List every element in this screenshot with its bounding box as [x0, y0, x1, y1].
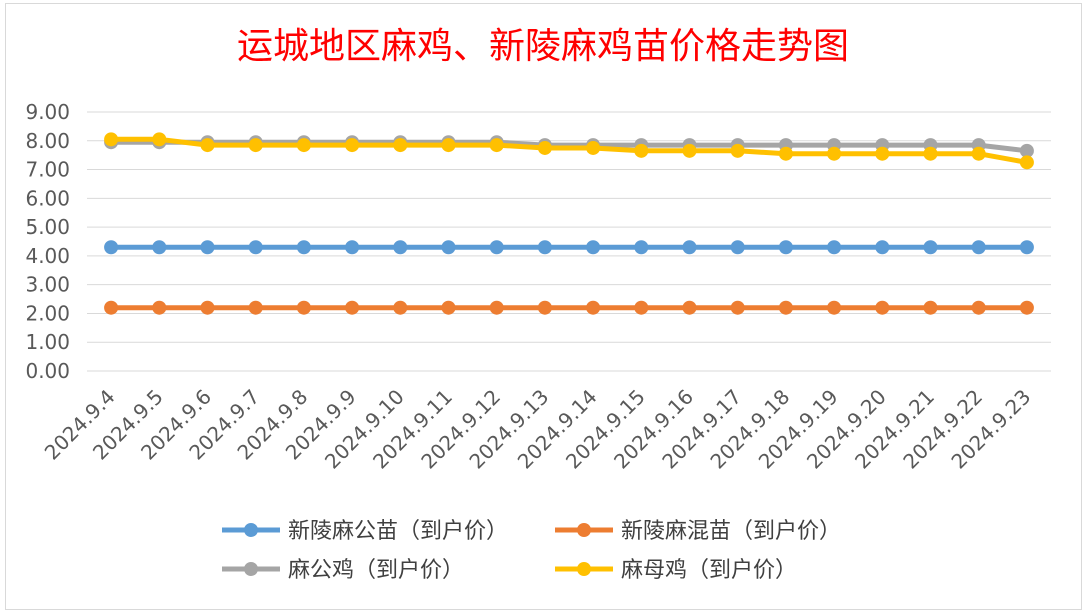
series-group	[104, 132, 1034, 315]
data-point	[248, 138, 263, 153]
data-point	[1019, 143, 1034, 158]
series-2	[104, 300, 1034, 315]
chart-title: 运城地区麻鸡、新陵麻鸡苗价格走势图	[237, 26, 849, 67]
data-point	[296, 138, 311, 153]
data-point	[104, 132, 119, 147]
data-point	[634, 240, 649, 255]
data-point	[537, 240, 552, 255]
data-point	[537, 300, 552, 315]
data-point	[441, 240, 456, 255]
data-point	[104, 300, 119, 315]
data-point	[586, 300, 601, 315]
legend-swatch-marker	[577, 562, 591, 576]
legend-item: 新陵麻混苗（到户价）	[555, 519, 841, 544]
data-point	[778, 300, 793, 315]
y-tick-label: 0.00	[25, 359, 70, 383]
data-point	[827, 240, 842, 255]
data-point	[441, 300, 456, 315]
legend-item: 新陵麻公苗（到户价）	[222, 519, 508, 544]
data-point	[489, 240, 504, 255]
data-point	[682, 143, 697, 158]
data-point	[827, 300, 842, 315]
data-point	[971, 146, 986, 161]
series-1	[104, 240, 1034, 255]
y-tick-label: 3.00	[25, 273, 70, 297]
data-point	[393, 240, 408, 255]
legend-item: 麻母鸡（到户价）	[555, 558, 797, 583]
data-point	[971, 240, 986, 255]
data-point	[248, 300, 263, 315]
data-point	[586, 240, 601, 255]
y-tick-label: 6.00	[25, 186, 70, 210]
legend-label: 新陵麻混苗（到户价）	[621, 519, 841, 544]
data-point	[345, 240, 360, 255]
data-point	[730, 143, 745, 158]
data-point	[393, 138, 408, 153]
data-point	[104, 240, 119, 255]
data-point	[200, 300, 215, 315]
data-point	[875, 146, 890, 161]
y-tick-label: 1.00	[25, 330, 70, 354]
y-tick-label: 2.00	[25, 301, 70, 325]
data-point	[682, 240, 697, 255]
data-point	[586, 140, 601, 155]
data-point	[1019, 155, 1034, 170]
data-point	[923, 240, 938, 255]
data-point	[152, 240, 167, 255]
data-point	[345, 300, 360, 315]
y-tick-label: 4.00	[25, 244, 70, 268]
data-point	[1019, 240, 1034, 255]
data-point	[923, 300, 938, 315]
data-point	[875, 300, 890, 315]
legend: 新陵麻公苗（到户价） 新陵麻混苗（到户价） 麻公鸡（到户价） 麻母鸡（到户价）	[222, 519, 841, 583]
data-point	[730, 240, 745, 255]
y-axis: 0.00 1.00 2.00 3.00 4.00 5.00 6.00 7.00 8.00 9.00	[25, 100, 70, 383]
y-tick-label: 9.00	[25, 100, 70, 124]
y-tick-label: 7.00	[25, 158, 70, 182]
data-point	[1019, 300, 1034, 315]
legend-item: 麻公鸡（到户价）	[222, 558, 464, 583]
data-point	[827, 146, 842, 161]
series-line	[111, 139, 1028, 154]
data-point	[489, 300, 504, 315]
legend-swatch-marker	[244, 562, 258, 576]
data-point	[152, 132, 167, 147]
legend-label: 麻公鸡（到户价）	[288, 558, 464, 583]
data-point	[200, 240, 215, 255]
data-point	[152, 300, 167, 315]
legend-label: 新陵麻公苗（到户价）	[288, 519, 508, 544]
data-point	[971, 300, 986, 315]
data-point	[634, 300, 649, 315]
series-4	[104, 132, 1034, 170]
data-point	[923, 146, 938, 161]
legend-swatch-marker	[244, 523, 258, 537]
data-point	[778, 240, 793, 255]
data-point	[634, 143, 649, 158]
data-point	[393, 300, 408, 315]
data-point	[778, 146, 793, 161]
data-point	[537, 140, 552, 155]
x-axis: 2024.9.42024.9.52024.9.62024.9.72024.9.8…	[40, 385, 1036, 474]
legend-label: 麻母鸡（到户价）	[621, 558, 797, 583]
series-line	[111, 136, 1028, 165]
legend-swatch-marker	[577, 523, 591, 537]
y-tick-label: 8.00	[25, 129, 70, 153]
data-point	[682, 300, 697, 315]
gridlines	[87, 111, 1051, 372]
data-point	[248, 240, 263, 255]
data-point	[296, 240, 311, 255]
y-tick-label: 5.00	[25, 215, 70, 239]
data-point	[730, 300, 745, 315]
data-point	[200, 138, 215, 153]
data-point	[875, 240, 890, 255]
data-point	[345, 138, 360, 153]
data-point	[296, 300, 311, 315]
data-point	[489, 138, 504, 153]
data-point	[441, 138, 456, 153]
